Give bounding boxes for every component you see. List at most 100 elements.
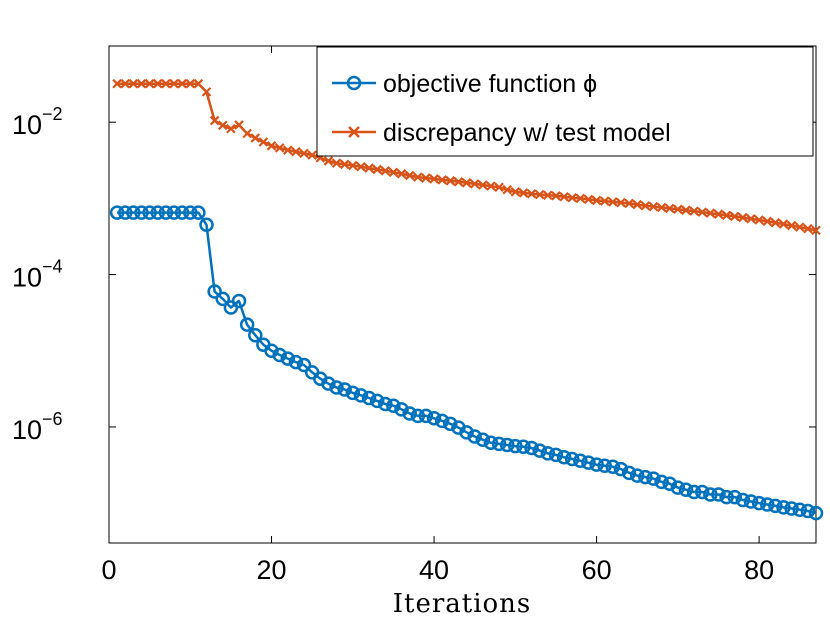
data-point-discrepancy	[299, 148, 309, 159]
data-point-objective	[727, 489, 742, 505]
data-point-objective	[426, 411, 442, 426]
data-point-objective	[329, 380, 344, 395]
data-point-discrepancy	[534, 189, 545, 200]
data-point-discrepancy	[339, 159, 350, 170]
data-point-objective	[743, 494, 759, 509]
legend-marker-objective	[346, 75, 362, 91]
data-point-discrepancy	[445, 176, 456, 186]
data-point-objective	[751, 495, 767, 511]
data-point-objective	[784, 501, 799, 516]
data-point-discrepancy	[543, 190, 553, 201]
data-point-discrepancy	[754, 215, 764, 225]
data-point-discrepancy	[551, 191, 561, 201]
data-point-discrepancy	[193, 78, 204, 89]
data-point-discrepancy	[413, 172, 423, 182]
data-point-objective	[134, 205, 149, 220]
y-tick-label: 10−6	[12, 409, 63, 445]
data-point-discrepancy	[266, 141, 277, 151]
y-tick-label: 10−4	[12, 257, 63, 293]
data-point-objective	[272, 347, 287, 363]
data-point-discrepancy	[811, 225, 821, 236]
data-point-objective	[808, 505, 824, 521]
data-point-discrepancy	[323, 156, 334, 166]
data-point-discrepancy	[681, 205, 691, 215]
data-point-discrepancy	[478, 180, 488, 190]
data-point-discrepancy	[729, 211, 740, 222]
data-point-objective	[768, 498, 783, 514]
data-point-objective	[686, 484, 702, 500]
data-point-objective	[638, 469, 653, 485]
data-point-objective	[735, 492, 751, 508]
data-point-objective	[199, 217, 214, 233]
data-point-discrepancy	[469, 179, 480, 189]
data-point-objective	[434, 413, 450, 429]
data-point-objective	[711, 487, 726, 502]
data-point-discrepancy	[128, 78, 139, 89]
data-point-discrepancy	[120, 78, 131, 89]
data-point-discrepancy	[575, 193, 586, 204]
axis-ticks: 0 20 40 60 80 10−2 10−4 10−6	[12, 46, 816, 585]
data-point-discrepancy	[624, 198, 634, 209]
data-point-discrepancy	[364, 163, 374, 173]
data-point-discrepancy	[778, 219, 789, 229]
data-point-discrepancy	[648, 201, 659, 212]
y-tick-label: 10−2	[12, 104, 63, 140]
data-point-discrepancy	[632, 199, 642, 210]
data-point-discrepancy	[656, 202, 667, 213]
data-point-discrepancy	[396, 169, 407, 179]
data-point-discrepancy	[526, 188, 537, 199]
data-point-objective	[386, 398, 401, 413]
data-point-objective	[402, 406, 417, 421]
data-point-objective	[126, 205, 141, 220]
data-point-discrepancy	[242, 128, 252, 139]
data-point-objective	[564, 451, 580, 467]
data-point-discrepancy	[404, 170, 415, 181]
legend: objective function ϕ discrepancy w/ test…	[316, 46, 814, 157]
data-point-discrepancy	[705, 208, 716, 218]
data-point-objective	[621, 465, 637, 481]
data-point-discrepancy	[786, 220, 797, 231]
data-point-objective	[540, 446, 556, 461]
data-point-discrepancy	[161, 78, 171, 89]
data-point-objective	[207, 284, 222, 299]
data-point-objective	[662, 476, 677, 491]
data-point-objective	[508, 438, 523, 454]
data-point-discrepancy	[518, 188, 529, 198]
data-point-objective	[532, 443, 547, 458]
data-point-discrepancy	[356, 161, 366, 172]
data-point-discrepancy	[185, 78, 196, 89]
data-point-objective	[118, 205, 133, 220]
data-point-objective	[353, 388, 369, 403]
data-point-objective	[109, 205, 125, 220]
data-point-discrepancy	[608, 197, 618, 207]
data-point-objective	[483, 435, 499, 451]
data-point-objective	[589, 457, 604, 472]
x-axis-label: Iterations	[393, 589, 532, 618]
data-point-discrepancy	[274, 143, 285, 153]
data-point-objective	[231, 293, 247, 309]
data-point-discrepancy	[209, 115, 220, 126]
data-point-objective	[288, 354, 304, 370]
data-point-discrepancy	[291, 146, 301, 157]
data-point-discrepancy	[559, 191, 569, 202]
data-point-discrepancy	[217, 120, 228, 131]
data-point-objective	[321, 376, 336, 391]
data-point-objective	[670, 480, 686, 495]
data-point-discrepancy	[689, 206, 699, 216]
x-tick-label: 80	[744, 555, 774, 585]
data-point-objective	[361, 390, 377, 406]
data-point-discrepancy	[599, 196, 610, 206]
data-point-discrepancy	[664, 203, 675, 214]
data-point-objective	[491, 436, 507, 452]
data-point-discrepancy	[697, 207, 708, 217]
data-point-discrepancy	[461, 178, 472, 188]
data-point-discrepancy	[380, 166, 391, 176]
data-point-discrepancy	[762, 216, 773, 227]
data-point-objective	[719, 489, 734, 505]
data-point-discrepancy	[372, 164, 382, 175]
data-point-objective	[800, 503, 816, 519]
x-tick-label: 0	[101, 555, 116, 585]
data-point-objective	[369, 393, 385, 409]
data-point-discrepancy	[283, 145, 293, 155]
